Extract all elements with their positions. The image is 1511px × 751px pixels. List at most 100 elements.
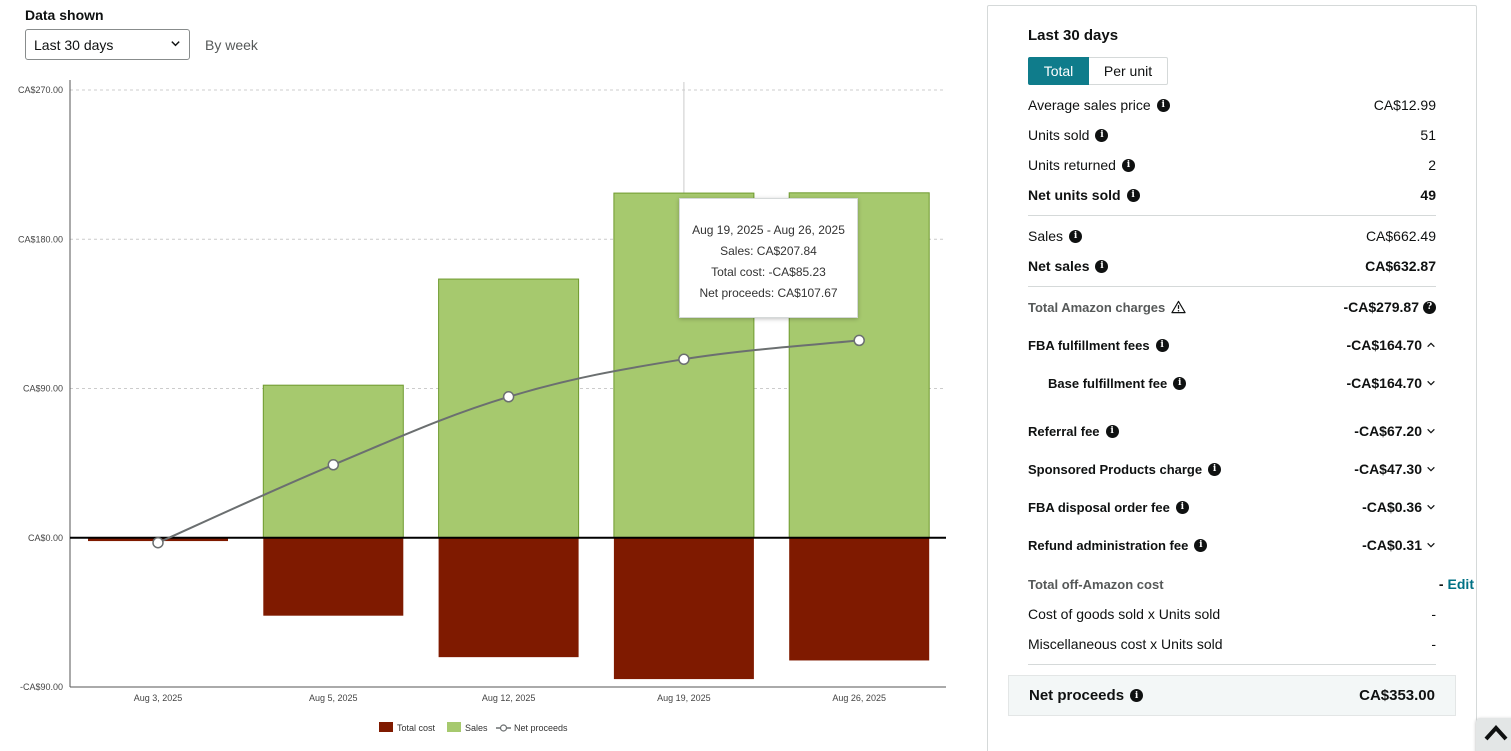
row-sales: Sales i CA$662.49 — [1028, 226, 1436, 246]
total-cost-bar — [438, 537, 579, 658]
granularity-label: By week — [205, 37, 258, 53]
net-units-sold-value: 49 — [1420, 187, 1436, 203]
tooltip-net-proceeds: Net proceeds: CA$107.67 — [699, 286, 838, 300]
net-proceeds-point — [678, 353, 690, 365]
average-sales-price-value: CA$12.99 — [1373, 97, 1436, 113]
row-average-sales-price: Average sales price i CA$12.99 — [1028, 95, 1436, 115]
row-refund-administration-fee[interactable]: Refund administration fee i -CA$0.31 — [1028, 535, 1436, 555]
weekly-profit-chart: CA$270.00 CA$180.00 CA$90.00 CA$0.00 -CA$90.… — [18, 80, 946, 733]
x-tick-label: Aug 19, 2025 — [657, 693, 711, 703]
y-tick-label: CA$90.00 — [23, 384, 63, 394]
row-units-returned: Units returned i 2 — [1028, 155, 1436, 175]
base-fulfillment-fee-value: -CA$164.70 — [1346, 375, 1423, 391]
total-amazon-charges-label: Total Amazon charges — [1028, 299, 1166, 315]
total-cost-bar — [263, 537, 404, 616]
refund-administration-fee-value: -CA$0.31 — [1362, 537, 1422, 553]
row-net-units-sold: Net units sold i 49 — [1028, 185, 1436, 205]
y-tick-label: -CA$90.00 — [20, 682, 63, 692]
base-fulfillment-fee-label: Base fulfillment fee — [1048, 375, 1168, 391]
edit-off-amazon-cost-link[interactable]: Edit — [1447, 576, 1474, 592]
legend-label-total-cost: Total cost — [397, 723, 436, 733]
info-icon[interactable]: i — [1126, 188, 1140, 202]
chevron-down-icon[interactable] — [1426, 426, 1436, 436]
fba-fulfillment-fees-label: FBA fulfillment fees — [1028, 337, 1150, 353]
info-icon[interactable]: i — [1208, 462, 1222, 476]
data-shown-label: Data shown — [25, 7, 104, 23]
warning-icon[interactable] — [1171, 300, 1186, 314]
info-icon[interactable]: i — [1105, 424, 1119, 438]
y-tick-label: CA$0.00 — [28, 533, 63, 543]
period-dropdown-value: Last 30 days — [34, 37, 114, 53]
tooltip-sales: Sales: CA$207.84 — [720, 244, 817, 258]
net-proceeds-value: CA$353.00 — [1359, 687, 1435, 704]
referral-fee-value: -CA$67.20 — [1354, 423, 1422, 439]
chevron-down-icon[interactable] — [1426, 464, 1436, 474]
summary-panel — [987, 5, 1477, 751]
row-base-fulfillment-fee[interactable]: Base fulfillment fee i -CA$164.70 — [1048, 373, 1436, 393]
legend-label-net-proceeds: Net proceeds — [514, 723, 568, 733]
row-units-sold: Units sold i 51 — [1028, 125, 1436, 145]
info-icon[interactable]: i — [1121, 158, 1135, 172]
info-icon[interactable]: i — [1130, 689, 1144, 702]
total-per-unit-toggle: Total Per unit — [1028, 57, 1168, 85]
info-icon[interactable]: i — [1156, 98, 1170, 112]
total-cost-bar — [613, 537, 754, 680]
row-fba-disposal-order-fee[interactable]: FBA disposal order fee i -CA$0.36 — [1028, 497, 1436, 517]
units-sold-label: Units sold — [1028, 127, 1090, 143]
x-tick-label: Aug 3, 2025 — [134, 693, 183, 703]
info-icon[interactable]: i — [1175, 500, 1189, 514]
net-sales-value: CA$632.87 — [1365, 258, 1436, 274]
net-sales-label: Net sales — [1028, 258, 1090, 274]
average-sales-price-label: Average sales price — [1028, 97, 1151, 113]
help-icon[interactable]: ? — [1423, 300, 1436, 314]
row-fba-fulfillment-fees[interactable]: FBA fulfillment fees i -CA$164.70 — [1028, 335, 1436, 355]
chevron-down-icon[interactable] — [1426, 378, 1436, 388]
net-proceeds-point — [152, 536, 164, 549]
referral-fee-label: Referral fee — [1028, 423, 1100, 439]
chevron-down-icon[interactable] — [1426, 540, 1436, 550]
period-dropdown[interactable]: Last 30 days — [25, 29, 190, 60]
divider — [1028, 215, 1436, 216]
total-off-amazon-cost-label: Total off-Amazon cost — [1028, 576, 1164, 592]
sales-label: Sales — [1028, 228, 1064, 244]
sales-bar — [438, 278, 580, 539]
x-tick-label: Aug 12, 2025 — [482, 693, 536, 703]
fba-disposal-order-fee-label: FBA disposal order fee — [1028, 499, 1170, 515]
net-units-sold-label: Net units sold — [1028, 187, 1121, 203]
fba-fulfillment-fees-value: -CA$164.70 — [1346, 337, 1423, 353]
toggle-total[interactable]: Total — [1028, 57, 1089, 85]
net-proceeds-label: Net proceeds — [1029, 687, 1125, 704]
net-proceeds-box: Net proceeds i CA$353.00 — [1008, 675, 1456, 716]
row-sponsored-products-charge[interactable]: Sponsored Products charge i -CA$47.30 — [1028, 459, 1436, 479]
divider — [1028, 286, 1436, 287]
toggle-per-unit[interactable]: Per unit — [1089, 57, 1168, 85]
row-total-off-amazon-cost: Total off-Amazon cost - Edit — [1028, 574, 1474, 594]
divider — [1028, 664, 1436, 665]
info-icon[interactable]: i — [1095, 259, 1109, 273]
sponsored-products-charge-label: Sponsored Products charge — [1028, 461, 1203, 477]
info-icon[interactable]: i — [1155, 338, 1169, 352]
chevron-up-icon — [1484, 725, 1508, 741]
scroll-to-top-button[interactable] — [1476, 718, 1511, 751]
info-icon[interactable]: i — [1194, 538, 1208, 552]
tooltip-range: Aug 19, 2025 - Aug 26, 2025 — [692, 223, 845, 237]
net-proceeds-point — [327, 459, 340, 471]
sales-value: CA$662.49 — [1365, 228, 1436, 244]
row-referral-fee[interactable]: Referral fee i -CA$67.20 — [1028, 421, 1436, 441]
info-icon[interactable]: i — [1095, 128, 1109, 142]
chevron-up-icon[interactable] — [1426, 340, 1436, 350]
info-icon[interactable]: i — [1069, 229, 1083, 243]
chevron-down-icon[interactable] — [1426, 502, 1436, 512]
units-returned-label: Units returned — [1028, 157, 1116, 173]
chart-tooltip: Aug 19, 2025 - Aug 26, 2025 Sales: CA$20… — [679, 198, 858, 318]
total-amazon-charges-value: -CA$279.87 — [1343, 299, 1420, 315]
units-sold-value: 51 — [1420, 127, 1436, 143]
miscellaneous-cost-label: Miscellaneous cost x Units sold — [1028, 636, 1223, 652]
miscellaneous-cost-value: - — [1431, 636, 1436, 652]
info-icon[interactable]: i — [1173, 376, 1187, 390]
sponsored-products-charge-value: -CA$47.30 — [1354, 461, 1422, 477]
legend-swatch-sales — [447, 722, 461, 732]
row-cogs: Cost of goods sold x Units sold - — [1028, 604, 1436, 624]
y-tick-label: CA$270.00 — [18, 85, 63, 95]
units-returned-value: 2 — [1428, 157, 1436, 173]
